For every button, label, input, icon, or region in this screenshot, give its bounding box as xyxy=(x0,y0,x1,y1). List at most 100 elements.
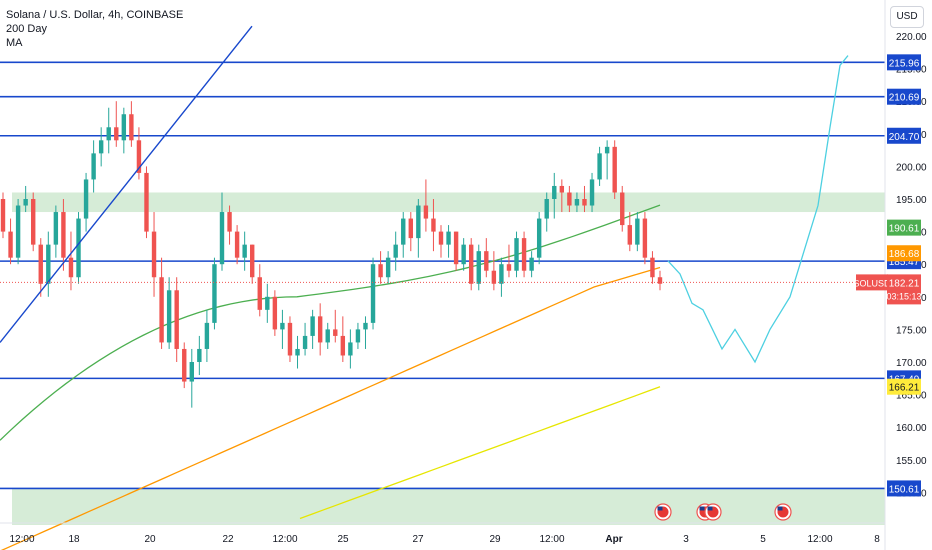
x-tick-label: 25 xyxy=(337,534,349,545)
price-tag xyxy=(887,274,921,305)
event-markers xyxy=(654,503,792,521)
candle-body xyxy=(521,238,527,271)
candle-body xyxy=(242,244,247,258)
trend-line xyxy=(0,25,253,343)
candle-body xyxy=(91,153,96,180)
candle-body xyxy=(408,218,413,239)
candle-body xyxy=(544,199,549,219)
candlesticks xyxy=(0,101,663,408)
candle-body xyxy=(302,335,308,349)
candle-body xyxy=(166,290,172,343)
ma-tag xyxy=(887,245,921,262)
candle-body xyxy=(250,244,255,278)
candle-body xyxy=(552,185,557,199)
candle-body xyxy=(574,199,580,206)
ma-tag-label: 166.21 xyxy=(889,383,920,394)
candle-body xyxy=(536,218,542,258)
us-flag-icon xyxy=(704,503,722,521)
x-tick-label: 12:00 xyxy=(9,534,34,545)
candle-body xyxy=(38,244,43,284)
candle-body xyxy=(446,231,451,245)
candle-body xyxy=(438,231,444,245)
countdown-label: 03:15:13 xyxy=(886,291,921,301)
candle-body xyxy=(469,244,474,284)
level-tag xyxy=(887,88,921,105)
candle-body xyxy=(189,362,194,382)
x-tick-label: 5 xyxy=(760,534,766,545)
candle-body xyxy=(129,114,134,141)
y-tick-label: 160.00 xyxy=(896,423,927,434)
candle-body xyxy=(378,264,383,278)
support-resistance-zones xyxy=(12,192,885,525)
candle-body xyxy=(325,329,330,343)
candle-body xyxy=(363,322,368,330)
candle-body xyxy=(393,244,398,258)
y-tick-label: 175.00 xyxy=(896,325,927,336)
candle-body xyxy=(265,296,270,310)
support-zone xyxy=(12,488,885,525)
chart-legend: Solana / U.S. Dollar, 4h, COINBASE 200 D… xyxy=(6,8,183,50)
candle-body xyxy=(219,212,225,265)
level-tag xyxy=(887,127,921,144)
candle-body xyxy=(136,140,142,173)
y-tick-label: 165.00 xyxy=(896,391,927,402)
candle-body xyxy=(234,231,240,258)
candle-body xyxy=(46,244,51,284)
flag-canton xyxy=(777,506,783,511)
candle-body xyxy=(317,316,323,343)
candle-body xyxy=(604,146,610,154)
level-tag-label: 185.47 xyxy=(889,257,920,268)
candle-body xyxy=(197,348,202,362)
candle-body xyxy=(416,205,421,239)
x-tick-label: 3 xyxy=(683,534,689,545)
indicator-label: 200 Day xyxy=(6,23,47,35)
projection-line xyxy=(667,55,849,364)
x-tick-label: Apr xyxy=(605,534,622,545)
candle-body xyxy=(559,185,565,193)
candle-body xyxy=(370,264,376,323)
candle-body xyxy=(333,329,338,336)
candle-body xyxy=(499,264,504,284)
candle-body xyxy=(151,231,157,278)
candle-body xyxy=(287,322,293,356)
candle-body xyxy=(174,290,179,349)
candle-body xyxy=(159,277,164,343)
candle-body xyxy=(204,322,210,349)
candle-body xyxy=(295,348,300,356)
candle-body xyxy=(114,127,119,141)
candle-body xyxy=(657,277,663,284)
x-tick-label: 12:00 xyxy=(539,534,564,545)
x-tick-label: 29 xyxy=(489,534,501,545)
candle-body xyxy=(257,277,262,310)
candle-body xyxy=(642,218,648,258)
flag-canton xyxy=(699,506,705,511)
candle-body xyxy=(144,172,149,232)
x-tick-label: 20 xyxy=(144,534,156,545)
candle-body xyxy=(106,127,111,141)
candle-body xyxy=(514,238,519,271)
x-tick-label: 12:00 xyxy=(807,534,832,545)
ma-tag-label: 190.61 xyxy=(889,224,920,235)
x-tick-label: 22 xyxy=(222,534,234,545)
y-tick-label: 200.00 xyxy=(896,162,927,173)
x-tick-label: 8 xyxy=(874,534,880,545)
symbol-tag xyxy=(856,274,888,291)
level-tag-label: 215.96 xyxy=(889,58,920,69)
y-tick-label: 220.00 xyxy=(896,32,927,43)
currency-button[interactable]: USD xyxy=(890,6,924,28)
ma-yellow-line xyxy=(299,386,661,520)
candle-body xyxy=(23,199,28,206)
x-tick-label: 12:00 xyxy=(272,534,297,545)
support-zone xyxy=(12,192,885,213)
candle-body xyxy=(431,218,436,232)
candle-body xyxy=(597,153,602,180)
candle-body xyxy=(491,270,497,284)
symbol-label: SOLUSD xyxy=(853,278,891,288)
candle-body xyxy=(506,264,512,271)
candle-body xyxy=(272,296,278,330)
candle-body xyxy=(582,199,587,206)
flag-canton xyxy=(707,506,713,511)
candle-body xyxy=(0,199,6,232)
candle-body xyxy=(68,257,74,278)
